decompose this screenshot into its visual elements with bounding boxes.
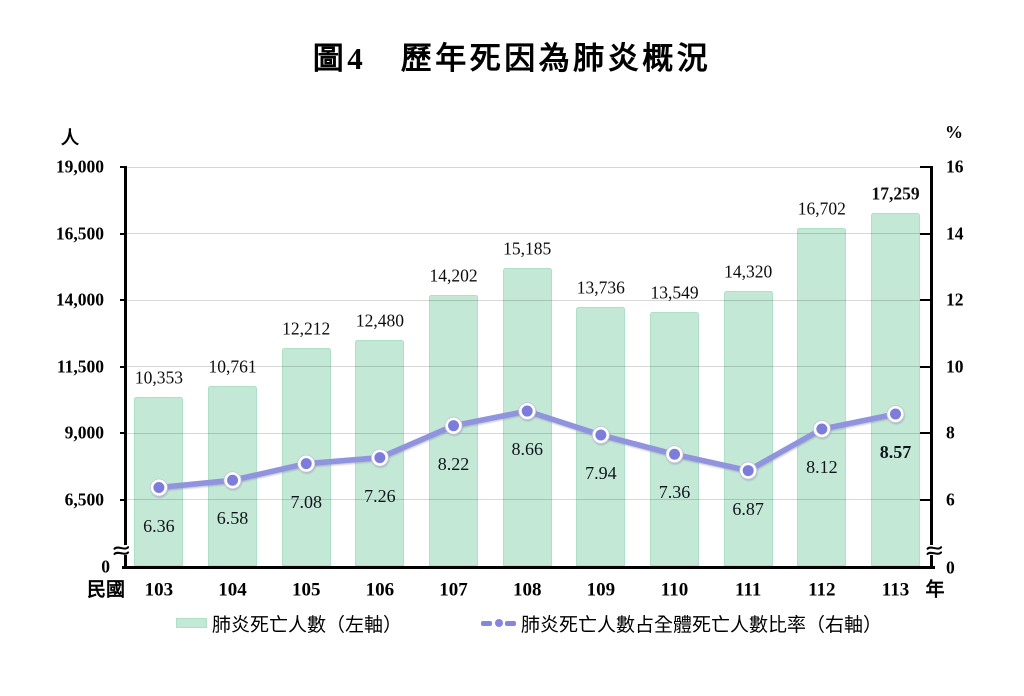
rate-value-label: 7.94 [585,462,617,483]
right-axis-tick-label: 0 [946,557,955,578]
x-axis-category-label: 107 [439,579,468,601]
right-axis-tick [919,299,931,301]
right-axis-tick [919,498,931,501]
legend-line-dash-icon [481,621,492,626]
chart-title: 圖4 歷年死因為肺炎概況 [312,41,712,76]
rate-value-label: 8.66 [511,439,543,460]
left-axis-tick-label: 11,500 [56,355,104,376]
left-axis-tick-label: 6,500 [64,488,104,509]
x-axis-category-label: 109 [586,579,616,601]
rate-value-label: 6.87 [732,498,764,519]
bar-111 [723,291,773,566]
bar-value-label: 16,702 [797,198,846,219]
bar-106 [355,340,405,566]
x-axis-category-label: 112 [808,579,836,601]
x-axis-category-label: 106 [365,579,395,601]
x-axis-category-label: 103 [144,579,174,601]
rate-value-label: 6.36 [143,515,175,536]
right-axis-tick-label: 16 [946,156,964,177]
rate-value-label: 8.57 [879,442,912,463]
left-axis-tick-label: 0 [101,556,110,577]
bar-value-label: 14,202 [429,264,478,285]
x-axis-category-label: 111 [734,579,762,601]
gridline [125,366,930,367]
gridline [125,299,930,301]
rate-value-label: 6.58 [216,508,249,529]
legend-item-bars: 肺炎死亡人數（左軸） [176,611,403,636]
x-axis-category-label: 110 [660,579,689,601]
x-axis-line [122,565,935,570]
left-axis-tick-label: 16,500 [55,222,104,243]
bar-112 [797,228,847,566]
bar-109 [576,307,626,566]
bar-value-label: 10,761 [208,356,257,377]
right-axis-tick [919,232,931,235]
left-axis-tick [119,432,127,434]
right-axis-tick-label: 12 [946,289,964,310]
left-axis-tick [119,166,127,168]
x-axis-category-label: 104 [218,579,247,601]
bar-110 [650,311,700,566]
rate-value-label: 7.36 [658,482,691,503]
bar-value-label: 13,549 [650,282,699,303]
left-axis-unit-label: 人 [61,128,79,148]
left-axis-tick [119,299,127,301]
y-axis-left-line [123,165,128,568]
right-axis-unit-label: % [945,122,963,142]
bar-108 [502,268,552,566]
bar-value-label: 13,736 [576,277,625,298]
x-axis-category-label: 105 [291,579,321,601]
right-axis-tick [919,365,931,368]
gridline [125,233,930,234]
chart-legend: 肺炎死亡人數（左軸） 肺炎死亡人數占全體死亡人數比率（右軸） [0,611,1024,636]
left-axis-tick [119,498,127,501]
x-axis-category-label: 108 [512,579,542,601]
x-axis-suffix-label: 年 [925,579,945,601]
bar-series-swatch [176,618,207,628]
bar-103 [134,397,184,566]
y-axis-right-line [929,165,934,568]
bar-value-label: 12,480 [355,310,404,331]
legend-line-dash-icon [505,621,516,626]
bar-value-label: 10,353 [134,367,183,388]
bar-value-label: 17,259 [871,183,920,204]
line-series-marker-icon [481,618,516,628]
legend-label-line: 肺炎死亡人數占全體死亡人數比率（右軸） [521,614,883,636]
bar-value-label: 14,320 [724,261,773,282]
legend-item-line: 肺炎死亡人數占全體死亡人數比率（右軸） [481,611,883,636]
bar-107 [429,294,479,566]
legend-line-dot-icon [494,619,503,627]
bar-value-label: 15,185 [503,238,552,259]
left-axis-tick-label: 9,000 [64,422,104,443]
right-axis-tick-label: 14 [946,222,964,243]
bar-104 [208,386,258,566]
right-axis-tick-label: 6 [946,488,955,509]
left-axis-tick [119,365,127,368]
x-axis-category-label: 113 [881,579,910,601]
bar-105 [281,347,331,566]
rate-value-label: 7.26 [364,485,396,506]
left-axis-tick-label: 19,000 [55,156,104,177]
right-axis-tick-label: 8 [946,422,955,443]
rate-value-label: 8.22 [437,453,470,474]
left-axis-tick-label: 14,000 [55,289,104,310]
bar-113 [871,213,920,566]
right-axis-tick-label: 10 [946,355,964,376]
rate-value-label: 8.12 [806,457,838,477]
bar-value-label: 12,212 [282,317,331,338]
gridline [125,499,930,500]
gridline [125,432,930,434]
rate-value-label: 7.08 [290,491,322,512]
right-axis-tick [919,432,931,434]
left-axis-tick [119,232,127,235]
x-axis-prefix-label: 民國 [86,579,126,601]
right-axis-tick [919,166,931,168]
legend-label-bars: 肺炎死亡人數（左軸） [212,614,403,636]
gridline [125,166,930,168]
